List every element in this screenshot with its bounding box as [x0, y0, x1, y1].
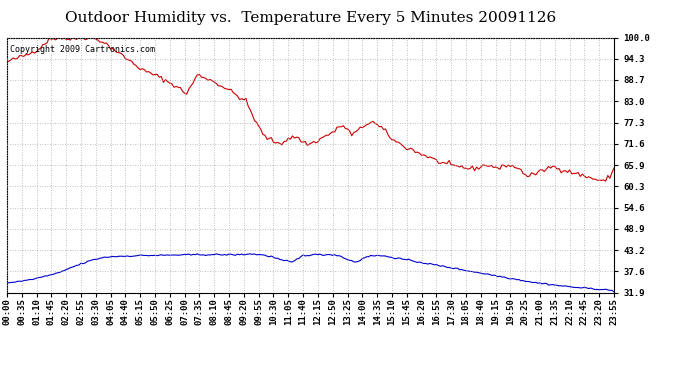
Text: Outdoor Humidity vs.  Temperature Every 5 Minutes 20091126: Outdoor Humidity vs. Temperature Every 5…: [65, 11, 556, 25]
Text: Copyright 2009 Cartronics.com: Copyright 2009 Cartronics.com: [10, 45, 155, 54]
